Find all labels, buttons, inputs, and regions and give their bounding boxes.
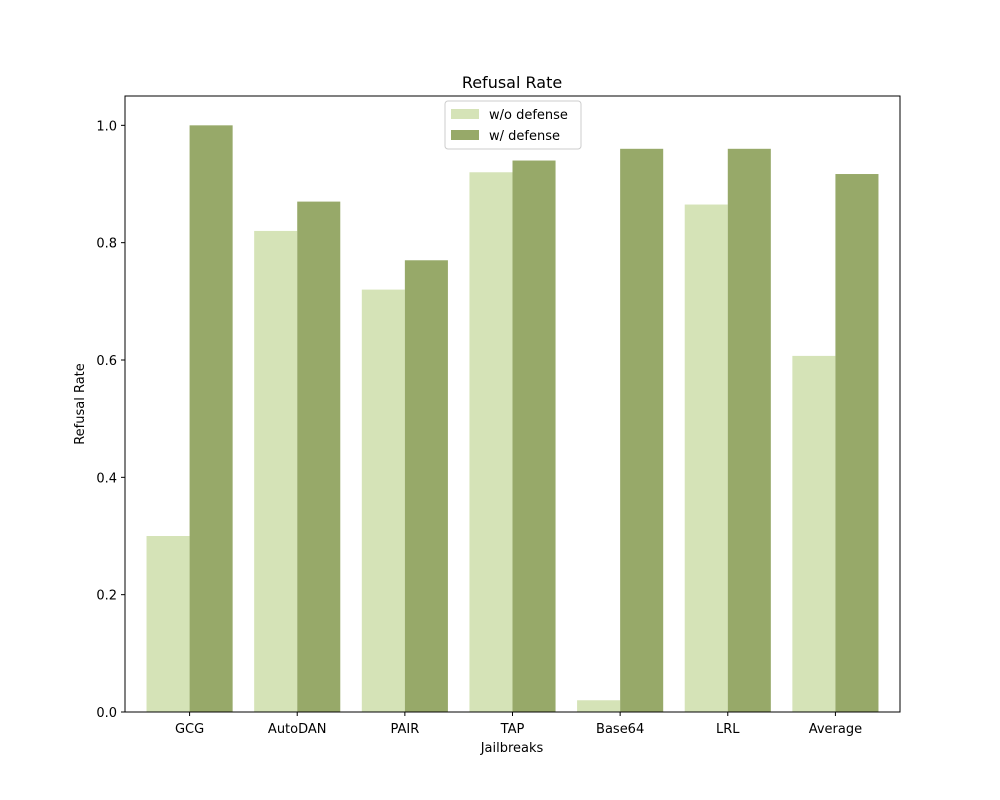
- x-tick-label-base64: Base64: [596, 722, 644, 737]
- x-axis-label: Jailbreaks: [480, 741, 544, 756]
- bar-tap-with-defense: [512, 160, 556, 713]
- bar-gcg-without-defense: [146, 536, 190, 712]
- bar-tap-without-defense: [469, 172, 513, 712]
- legend-swatch-without-defense: [451, 109, 479, 119]
- y-axis-label: Refusal Rate: [73, 363, 88, 445]
- bar-pair-without-defense: [361, 289, 405, 712]
- chart-title: Refusal Rate: [462, 73, 562, 92]
- legend-label-with-defense: w/ defense: [489, 129, 560, 144]
- y-tick-label: 0.2: [96, 589, 117, 604]
- bar-pair-with-defense: [404, 260, 448, 712]
- bar-lrl-without-defense: [684, 204, 728, 713]
- bar-gcg-with-defense: [189, 125, 233, 713]
- y-tick-label: 0.8: [96, 237, 117, 252]
- x-tick-label-average: Average: [809, 722, 862, 737]
- bar-average-with-defense: [835, 174, 879, 712]
- x-tick-label-lrl: LRL: [716, 722, 740, 737]
- bar-base64-without-defense: [577, 700, 621, 712]
- x-tick-label-autodan: AutoDAN: [268, 722, 327, 737]
- x-tick-label-pair: PAIR: [390, 722, 419, 737]
- y-tick-label: 0.4: [96, 471, 117, 486]
- legend-swatch-with-defense: [451, 130, 479, 140]
- bars-group: [146, 125, 879, 713]
- y-axis-ticks: 0.0 0.2 0.4 0.6 0.8 1.0: [96, 119, 125, 721]
- legend: w/o defense w/ defense: [444, 100, 582, 150]
- bar-lrl-with-defense: [727, 148, 771, 713]
- bar-autodan-without-defense: [254, 230, 298, 712]
- x-axis-ticks: GCG AutoDAN PAIR TAP Base64 LRL Average: [175, 712, 862, 737]
- bar-autodan-with-defense: [297, 201, 341, 712]
- y-tick-label: 0.0: [96, 706, 117, 721]
- x-tick-label-gcg: GCG: [175, 722, 204, 737]
- bar-average-without-defense: [792, 355, 836, 712]
- y-tick-label: 1.0: [96, 119, 117, 134]
- bar-base64-with-defense: [620, 148, 664, 713]
- legend-label-without-defense: w/o defense: [489, 108, 568, 123]
- x-tick-label-tap: TAP: [500, 722, 525, 737]
- y-tick-label: 0.6: [96, 354, 117, 369]
